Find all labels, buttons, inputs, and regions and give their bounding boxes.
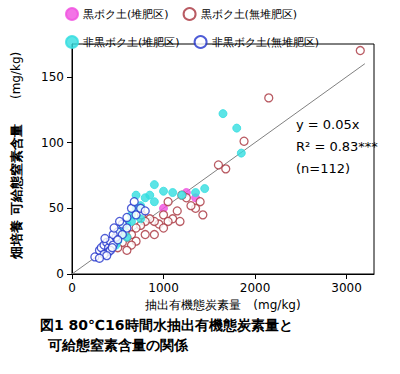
- svg-text:2000: 2000: [240, 281, 271, 295]
- svg-text:0: 0: [68, 281, 76, 295]
- svg-text:50: 50: [49, 201, 64, 215]
- svg-text:1000: 1000: [148, 281, 179, 295]
- svg-text:畑培養 可給態窒素含量: 畑培養 可給態窒素含量: [9, 124, 24, 260]
- svg-text:可給態窒素含量の関係: 可給態窒素含量の関係: [47, 337, 189, 353]
- svg-text:100: 100: [41, 136, 64, 150]
- svg-text:(n=112): (n=112): [296, 161, 350, 176]
- svg-text:R² = 0.83***: R² = 0.83***: [296, 139, 378, 154]
- svg-text:黒ボク土(堆肥区): 黒ボク土(堆肥区): [83, 8, 169, 21]
- svg-text:y = 0.05x: y = 0.05x: [296, 117, 360, 132]
- svg-text:3000: 3000: [331, 281, 362, 295]
- svg-text:0: 0: [56, 267, 64, 281]
- svg-text:図1 80℃16時間水抽出有機態炭素量と: 図1 80℃16時間水抽出有機態炭素量と: [40, 317, 293, 333]
- svg-text:非黒ボク土(無堆肥区): 非黒ボク土(無堆肥区): [212, 36, 320, 49]
- svg-text:黒ボク土(無堆肥区): 黒ボク土(無堆肥区): [201, 8, 298, 21]
- svg-text:150: 150: [41, 70, 64, 84]
- svg-text:抽出有機態炭素量 (mg/kg): 抽出有機態炭素量 (mg/kg): [145, 298, 300, 312]
- svg-text:非黒ボク土(堆肥区): 非黒ボク土(堆肥区): [83, 36, 180, 49]
- svg-text:(mg/kg): (mg/kg): [9, 52, 23, 99]
